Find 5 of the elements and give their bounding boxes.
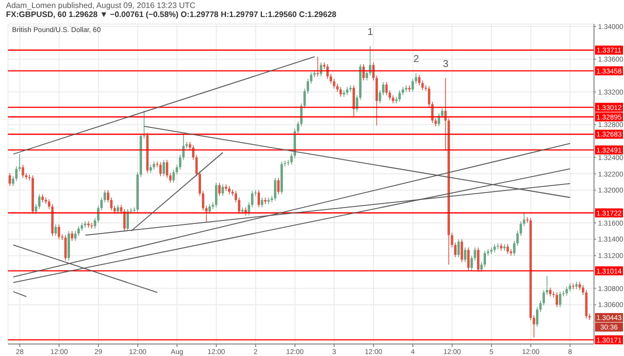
text: Adam_Lomen published, August 09, 2016 13:23 UTC <box>6 1 196 10</box>
annotation: 1 <box>367 27 374 38</box>
chart-subtitle: FX:GBPUSD, 60 1.29628 ▼ −0.00761 (−0.58%) O:1.29778 H:1.29797 L:1.29560 C:1.29628 <box>6 10 336 19</box>
annotation: 3 <box>442 59 449 70</box>
annotation: 2 <box>413 54 420 66</box>
